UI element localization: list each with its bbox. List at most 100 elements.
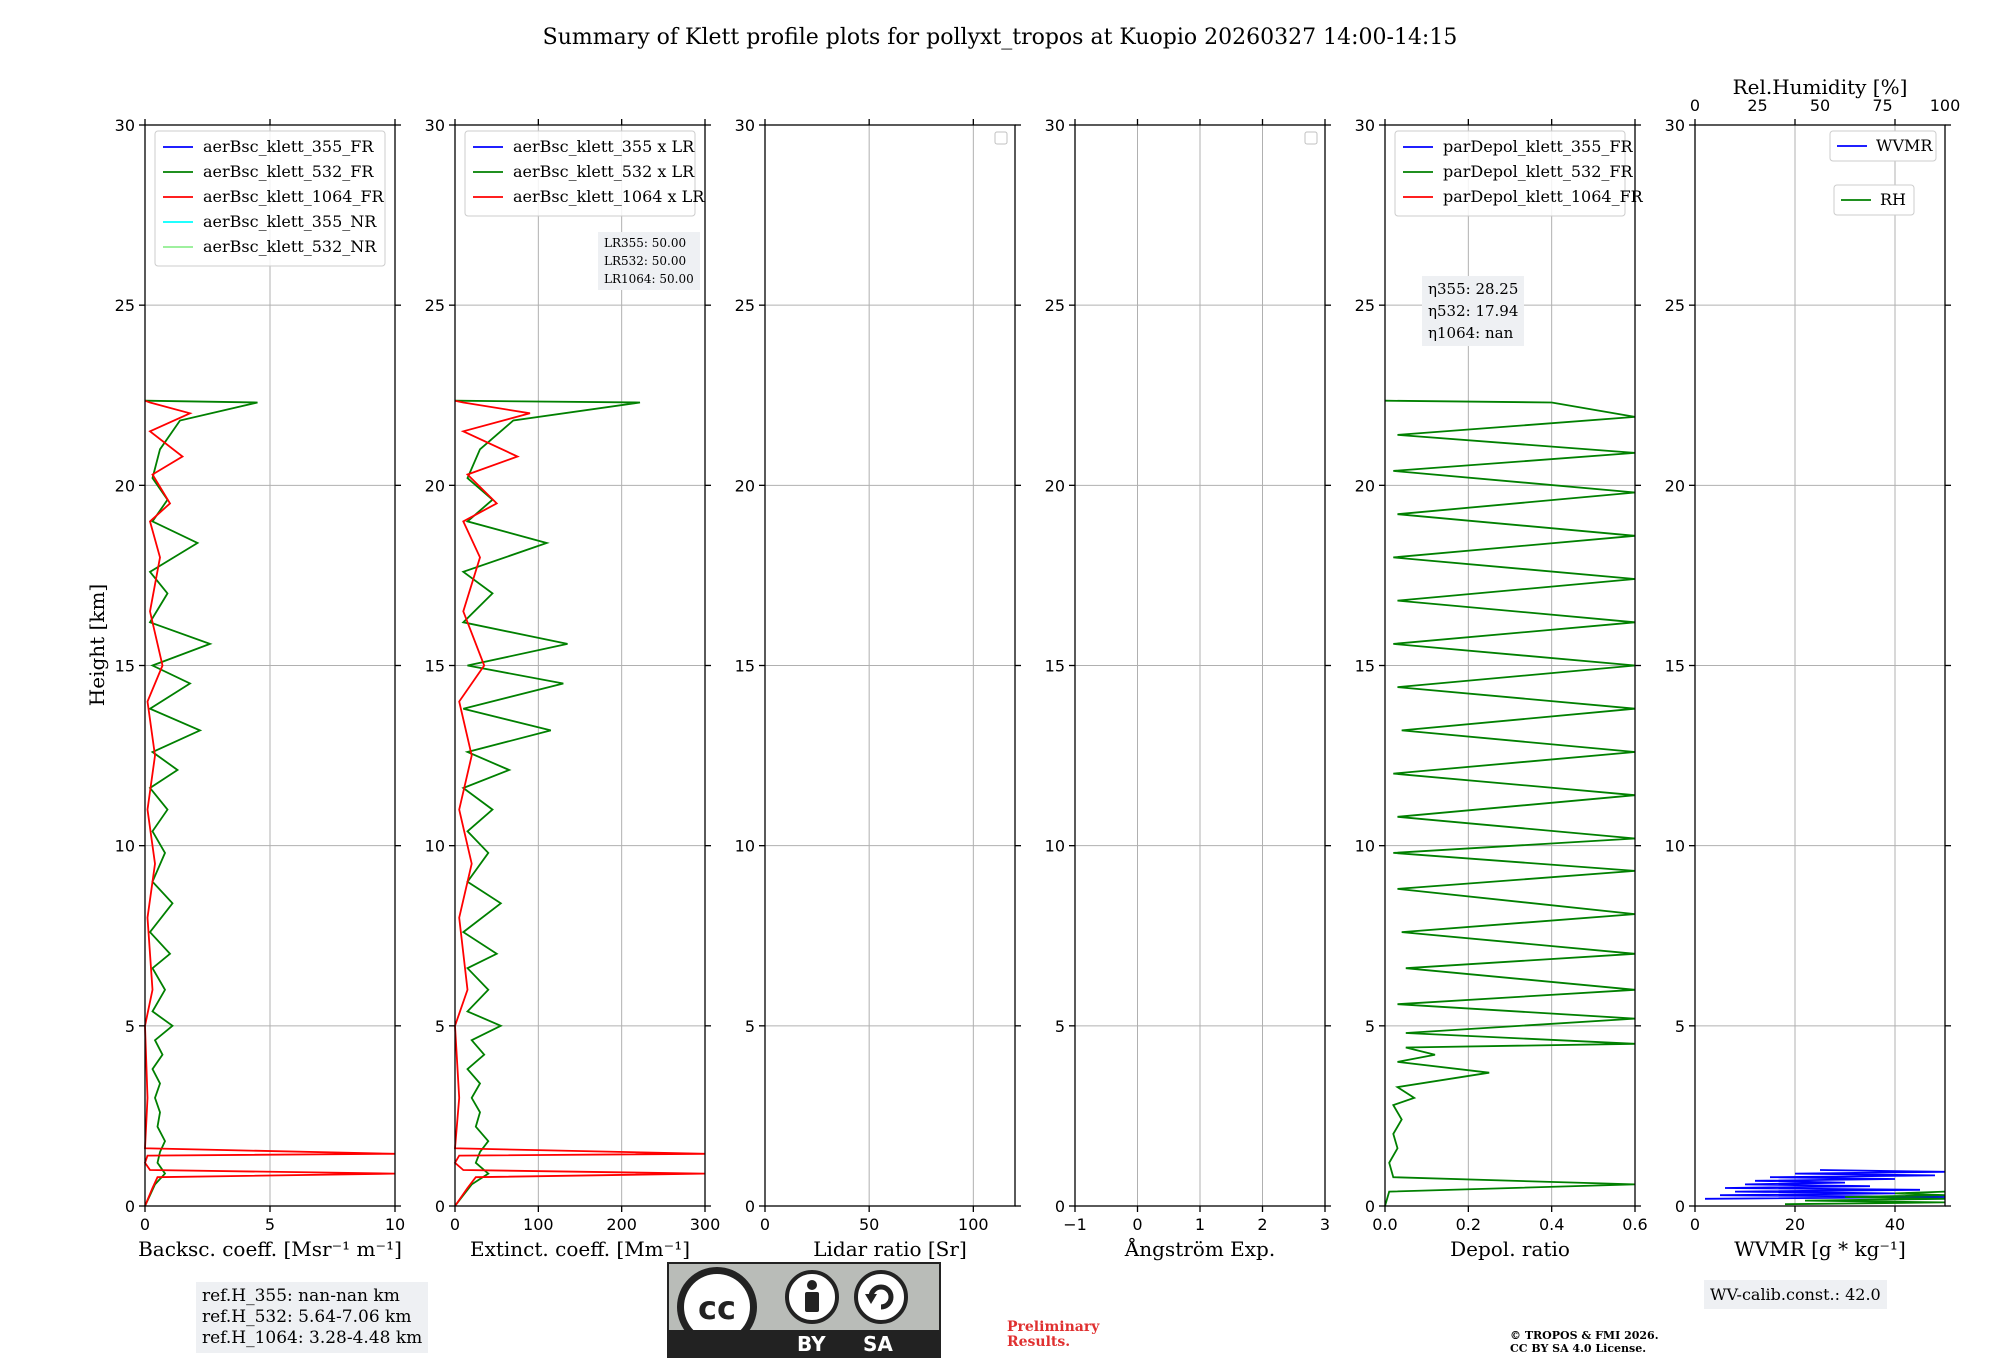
series-backscatter-1 [143,399,396,1207]
ytick-label-extinction-5: 25 [425,296,445,315]
xtick-label-extinction-1: 100 [523,1215,554,1234]
ytick-label-depol-0: 0 [1365,1197,1375,1216]
ytick-label-backscatter-3: 15 [115,657,135,676]
lr-info-box: LR355: 50.00 LR532: 50.00 LR1064: 50.00 [598,232,700,290]
top-tick-label-0: 0 [1690,96,1700,115]
ytick-label-extinction-3: 15 [425,657,445,676]
ytick-label-angstrom-2: 10 [1045,837,1065,856]
panel-backscatter: 0 5 10 15 20 25 30 0 5 10 Backsc. coeff. [Msr⁻¹ m⁻… [115,116,406,1261]
copyright-line-1: © TROPOS & FMI 2026. [1510,1329,1659,1342]
xtick-label-depol-2: 0.4 [1539,1215,1564,1234]
xlabel-extinction: Extinct. coeff. [Mm⁻¹] [470,1237,690,1261]
ytick-label-depol-4: 20 [1355,476,1375,495]
panel-depol: 0 5 10 15 20 25 30 0.0 0.2 0.4 0.6 Depol. ratio parD… [1355,116,1648,1261]
legend-label-backscatter-4: aerBsc_klett_532_NR [203,237,377,256]
copyright-note: © TROPOS & FMI 2026. CC BY SA 4.0 Licens… [1510,1329,1659,1355]
sa-arrowhead-icon [865,1294,877,1304]
series-extinction-1 [453,399,706,1207]
ytick-label-lidar_ratio-4: 20 [735,476,755,495]
ytick-label-extinction-4: 20 [425,476,445,495]
xtick-label-angstrom-1: 0 [1132,1215,1142,1234]
xtick-label-angstrom-0: −1 [1063,1215,1087,1234]
legend-label-depol-2: parDepol_klett_1064_FR [1443,187,1644,206]
xtick-label-depol-3: 0.6 [1622,1215,1647,1234]
eta-532: η532: 17.94 [1428,302,1519,320]
ytick-label-depol-5: 25 [1355,296,1375,315]
series-backscatter-0 [144,399,258,1207]
xtick-label-wvmr-1: 20 [1785,1215,1805,1234]
ytick-label-wvmr-6: 30 [1665,116,1685,135]
xlabel-wvmr: WVMR [g * kg⁻¹] [1734,1237,1906,1261]
cc-bottom-bar: BY SA [669,1330,939,1356]
ytick-label-backscatter-6: 30 [115,116,135,135]
legend-box-extinction [464,130,696,217]
ytick-label-extinction-6: 30 [425,116,445,135]
series-extinction-0 [454,399,641,1207]
ytick-label-angstrom-0: 0 [1055,1197,1065,1216]
ytick-label-wvmr-1: 5 [1675,1017,1685,1036]
legend-label-backscatter-2: aerBsc_klett_1064_FR [203,187,385,206]
ytick-label-wvmr-0: 0 [1675,1197,1685,1216]
legend-box-wvmr [1829,130,1937,162]
ytick-label-wvmr-3: 15 [1665,657,1685,676]
lr-1064: LR1064: 50.00 [604,272,694,286]
ytick-label-backscatter-1: 5 [125,1017,135,1036]
xtick-label-extinction-2: 200 [606,1215,637,1234]
xtick-label-angstrom-2: 1 [1195,1215,1205,1234]
empty-legend-lidar_ratio [994,131,1008,145]
legend-label-extinction-1: aerBsc_klett_532 x LR [513,162,695,181]
legend-label-extinction-2: aerBsc_klett_1064 x LR [513,187,705,206]
copyright-line-2: CC BY SA 4.0 License. [1510,1342,1647,1355]
xtick-label-depol-1: 0.2 [1456,1215,1481,1234]
sa-arrow-icon [868,1284,894,1310]
panel-lidar_ratio: 0 5 10 15 20 25 30 0 50 100 Lidar ratio [Sr] [735,116,1021,1261]
xtick-label-wvmr-0: 0 [1690,1215,1700,1234]
legend-label-wvmr-1: RH [1880,190,1906,209]
cc-by-label: BY [797,1332,826,1356]
ytick-label-wvmr-2: 10 [1665,837,1685,856]
xlabel-lidar_ratio: Lidar ratio [Sr] [813,1237,967,1261]
xtick-label-lidar_ratio-0: 0 [760,1215,770,1234]
top-axis-label: Rel.Humidity [%] [1733,75,1908,99]
xtick-label-backscatter-2: 10 [385,1215,405,1234]
preliminary-results-note: Preliminary Results. [1007,1320,1099,1350]
xtick-label-extinction-0: 0 [450,1215,460,1234]
cc-letters-icon: cc [698,1289,736,1327]
ref-h-532: ref.H_532: 5.64-7.06 km [202,1307,412,1327]
xtick-label-depol-0: 0.0 [1372,1215,1397,1234]
ytick-label-extinction-0: 0 [435,1197,445,1216]
ytick-label-backscatter-5: 25 [115,296,135,315]
ytick-label-depol-1: 5 [1365,1017,1375,1036]
empty-legend-angstrom [1304,131,1318,145]
wv-calib-box: WV-calib.const.: 42.0 [1704,1280,1887,1309]
top-tick-label-4: 100 [1930,96,1961,115]
ytick-label-extinction-1: 5 [435,1017,445,1036]
top-tick-label-3: 75 [1872,96,1892,115]
preliminary-line-1: Preliminary [1007,1319,1100,1335]
ytick-label-wvmr-4: 20 [1665,476,1685,495]
legend-label-extinction-0: aerBsc_klett_355 x LR [513,137,695,156]
cc-logo-graphic: cc [677,1267,908,1347]
ytick-label-depol-3: 15 [1355,657,1375,676]
legend-label-depol-1: parDepol_klett_532_FR [1443,162,1634,181]
ytick-label-lidar_ratio-3: 15 [735,657,755,676]
xtick-label-angstrom-4: 3 [1320,1215,1330,1234]
top-tick-label-1: 25 [1747,96,1767,115]
ytick-label-angstrom-5: 25 [1045,296,1065,315]
xtick-label-lidar_ratio-2: 100 [958,1215,989,1234]
eta-355: η355: 28.25 [1428,280,1519,298]
cc-inner-circle [684,1274,750,1340]
depol-eta-box: η355: 28.25 η532: 17.94 η1064: nan [1422,276,1525,346]
legend-box-backscatter [154,130,386,267]
ytick-label-lidar_ratio-1: 5 [745,1017,755,1036]
panel-wvmr: 0 5 10 15 20 25 30 0 20 40 WVMR [g * kg⁻¹] 0 25 50 75 1… [1665,75,1961,1261]
ytick-label-angstrom-4: 20 [1045,476,1065,495]
xlabel-angstrom: Ångström Exp. [1124,1236,1275,1261]
ytick-label-wvmr-5: 25 [1665,296,1685,315]
legend-label-backscatter-0: aerBsc_klett_355_FR [203,137,374,156]
series-depol-0 [1384,399,1636,1207]
legend-label-depol-0: parDepol_klett_355_FR [1443,137,1634,156]
